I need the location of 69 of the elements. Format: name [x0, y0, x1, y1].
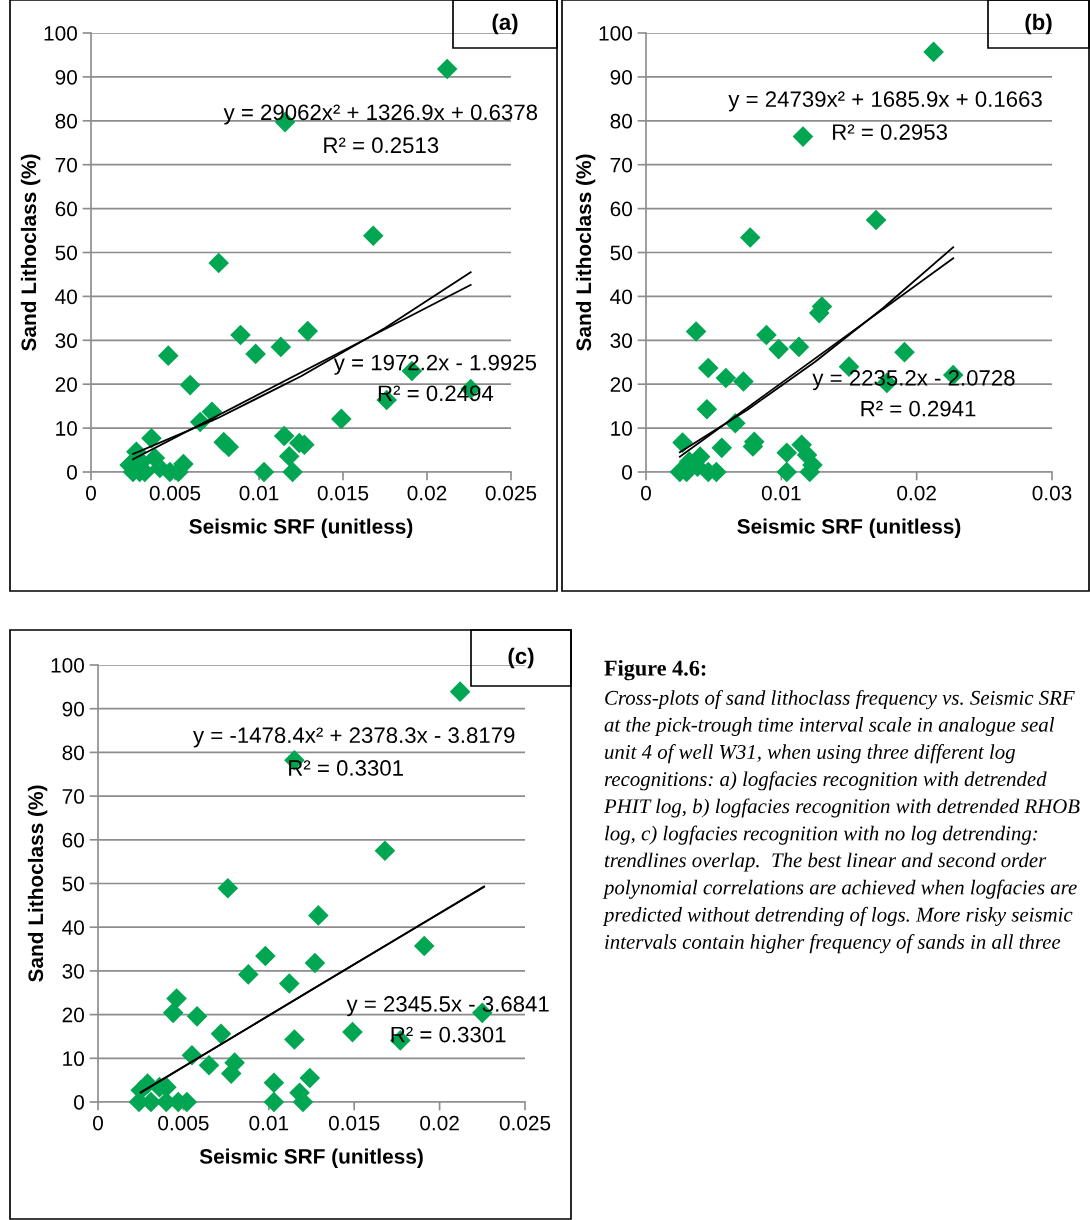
x-axis-title: Seismic SRF (unitless): [189, 518, 413, 538]
x-tick-label: 0.02: [420, 1115, 459, 1131]
x-tick-label: 0.02: [897, 485, 936, 501]
y-tick-label: 0: [74, 1095, 84, 1110]
x-tick-label: 0: [641, 485, 651, 501]
x-tick-label: 0: [93, 1115, 103, 1131]
x-axis-title: Seismic SRF (unitless): [199, 1148, 423, 1168]
annotation: y = 1972.2x - 1.9925: [333, 354, 537, 375]
y-axis-title: Sand Lithoclass (%): [27, 785, 48, 982]
y-tick-label: 40: [610, 289, 632, 305]
y-tick-label: 100: [44, 26, 77, 41]
x-tick-label: 0.005: [149, 485, 201, 501]
y-axis-title: Sand Lithoclass (%): [20, 154, 41, 351]
x-tick-label: 0.01: [249, 1115, 289, 1131]
x-tick-label: 0.01: [239, 485, 279, 501]
y-axis-title: Sand Lithoclass (%): [575, 154, 596, 351]
y-tick-label: 90: [55, 69, 77, 85]
annotation: y = -1478.4x² + 2378.3x - 3.8179: [193, 727, 515, 748]
y-tick-label: 80: [62, 745, 84, 761]
y-tick-label: 30: [610, 333, 632, 349]
y-tick-label: 60: [62, 832, 84, 848]
y-tick-label: 0: [67, 465, 77, 480]
x-tick-label: 0.03: [1032, 485, 1072, 501]
x-tick-label: 0.025: [499, 1115, 551, 1131]
y-tick-label: 40: [62, 920, 84, 935]
chart-title: (a): [492, 13, 518, 35]
x-tick-label: 0.015: [317, 485, 369, 501]
text: Cross-plots of sand lithoclass frequency vs. Seismic SRF at the pick-trough time interval scale in analogue seal unit 4 of well W31, when using three different log recognitions: a) logfacies recognition with detrended PHIT log, b) logfacies recognition with detrended RHOB log, c) logfacies recognition with no log detrending: trendlines overlap. The best linear and second order polynomial correlations are achieved when logfacies are predicted without detrending of logs. More risky seismic intervals contain higher frequency of sands in all three: [602, 690, 1080, 954]
x-tick-label: 0.02: [407, 485, 447, 501]
y-tick-label: 30: [62, 963, 84, 979]
chart-title: (c): [508, 647, 534, 669]
y-tick-label: 40: [55, 289, 77, 305]
y-tick-label: 60: [610, 201, 632, 217]
y-tick-label: 70: [62, 789, 84, 804]
y-tick-label: 20: [62, 1007, 84, 1023]
y-tick-label: 70: [610, 157, 632, 173]
y-tick-label: 90: [62, 701, 84, 717]
y-tick-label: 20: [610, 377, 632, 392]
annotation: R² = 0.2953: [833, 124, 947, 140]
y-tick-label: 50: [55, 245, 77, 261]
y-tick-label: 90: [610, 69, 632, 85]
x-tick-label: 0.01: [761, 485, 801, 501]
annotation: y = 24739x² + 1685.9x + 0.1663: [728, 91, 1042, 112]
y-tick-label: 0: [622, 465, 632, 480]
y-tick-label: 50: [610, 245, 632, 261]
y-tick-label: 20: [55, 377, 77, 392]
annotation: R² = 0.2941: [861, 400, 976, 417]
annotation: y = 29062x² + 1326.9x + 0.6378: [223, 104, 538, 125]
y-tick-label: 10: [56, 421, 77, 436]
y-tick-label: 30: [55, 333, 77, 349]
x-tick-label: 0: [86, 485, 96, 501]
annotation: y = 2345.5x - 3.6841: [346, 996, 549, 1017]
y-tick-label: 80: [55, 113, 77, 129]
annotation: R² = 0.2513: [324, 137, 439, 154]
caption: Figure 4.6:: [604, 660, 706, 681]
x-tick-label: 0.015: [328, 1115, 380, 1131]
x-tick-label: 0.005: [158, 1115, 209, 1131]
y-tick-label: 10: [611, 421, 632, 436]
y-tick-label: 10: [63, 1051, 84, 1067]
chart-title: (b): [1025, 13, 1052, 35]
x-axis-title: Seismic SRF (unitless): [737, 518, 961, 538]
annotation: R² = 0.3301: [289, 760, 403, 776]
y-tick-label: 50: [62, 876, 84, 892]
y-tick-label: 60: [55, 201, 77, 217]
y-tick-label: 100: [599, 26, 632, 41]
y-tick-label: 70: [55, 157, 77, 173]
y-tick-label: 100: [51, 658, 84, 673]
x-tick-label: 0.025: [485, 485, 537, 501]
y-tick-label: 80: [610, 113, 632, 129]
